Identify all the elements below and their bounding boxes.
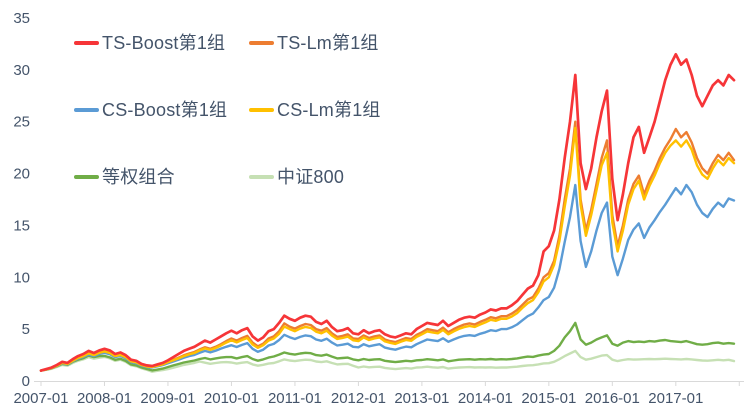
legend-swatch-csi800: [249, 175, 274, 179]
legend-label-cs-boost: CS-Boost第1组: [102, 100, 228, 120]
x-tick-label: 2016-01: [585, 390, 640, 407]
legend-item-ts-lm: TS-Lm第1组: [249, 32, 379, 54]
legend-label-csi800: 中证800: [277, 167, 345, 187]
legend-item-cs-boost: CS-Boost第1组: [74, 99, 227, 121]
y-tick-label: 30: [13, 62, 30, 79]
x-tick-label: 2017-01: [648, 390, 703, 407]
x-tick-label: 2008-01: [77, 390, 132, 407]
legend-swatch-cs-lm: [249, 108, 274, 112]
y-tick-label: 15: [13, 217, 30, 234]
legend-swatch-ts-boost: [74, 41, 99, 45]
legend-item-ts-boost: TS-Boost第1组: [74, 32, 225, 54]
legend-label-ts-lm: TS-Lm第1组: [277, 33, 379, 53]
legend-swatch-ts-lm: [249, 41, 274, 45]
legend-swatch-cs-boost: [74, 108, 99, 112]
legend-item-equal-weight: 等权组合: [74, 166, 175, 188]
x-tick-label: 2015-01: [521, 390, 576, 407]
legend-label-ts-boost: TS-Boost第1组: [102, 33, 226, 53]
y-tick-label: 10: [13, 269, 30, 286]
y-tick-label: 0: [22, 373, 30, 390]
series-line-0: [39, 52, 736, 372]
legend-item-csi800: 中证800: [249, 166, 344, 188]
x-tick-label: 2011-01: [268, 390, 322, 407]
legend-swatch-equal-weight: [74, 175, 99, 179]
x-tick-label: 2014-01: [458, 390, 513, 407]
legend-label-equal-weight: 等权组合: [102, 167, 175, 187]
x-tick-label: 2013-01: [394, 390, 449, 407]
x-tick-label: 2009-01: [140, 390, 195, 407]
series-line-4: [39, 321, 736, 372]
x-tick-label: 2012-01: [331, 390, 386, 407]
legend-label-cs-lm: CS-Lm第1组: [277, 100, 381, 120]
series-line-5: [39, 349, 736, 373]
y-tick-label: 20: [13, 166, 30, 183]
y-tick-label: 35: [13, 10, 30, 27]
y-tick-label: 5: [22, 321, 30, 338]
x-tick-label: 2010-01: [204, 390, 259, 407]
legend-item-cs-lm: CS-Lm第1组: [249, 99, 381, 121]
x-tick-label: 2007-01: [13, 390, 68, 407]
y-tick-label: 25: [13, 114, 30, 131]
